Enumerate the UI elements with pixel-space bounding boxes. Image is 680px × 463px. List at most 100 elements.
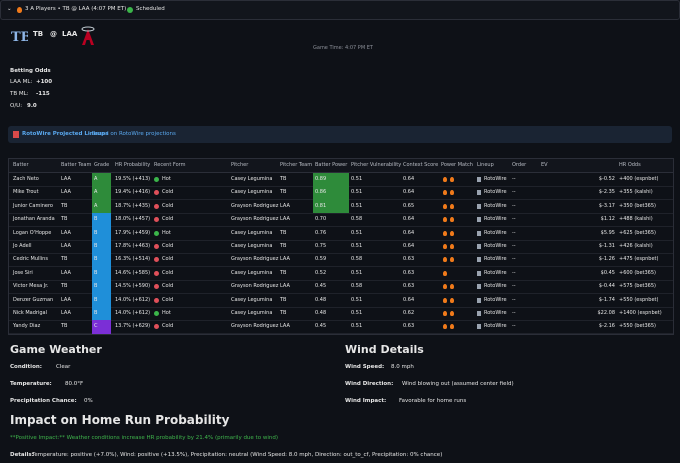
column-header: Context Score — [403, 162, 439, 168]
table-cell: LAA — [280, 216, 290, 223]
column-header: Grade — [94, 162, 110, 168]
grade-bg — [92, 226, 111, 240]
table-cell: -- — [512, 229, 516, 236]
column-header: Lineup — [477, 162, 494, 168]
table-cell: 0.75 — [315, 243, 327, 249]
table-cell: Grayson Rodriguez — [231, 256, 279, 263]
table-cell: Casey Legumina — [231, 243, 273, 249]
grade-bg — [92, 173, 111, 187]
table-cell: Yandy Diaz — [13, 323, 41, 330]
banner-link[interactable]: RotoWire Projected Lineups — [22, 131, 109, 137]
table-cell: Grayson Rodriguez — [231, 283, 279, 290]
home-team: LAA — [62, 30, 78, 38]
table-cell: Cedric Mullins — [13, 256, 48, 263]
table-cell: TB — [61, 256, 68, 263]
power-bg — [313, 199, 349, 214]
table-cell: Casey Legumina — [231, 189, 273, 196]
table-cell: Casey Legumina — [231, 176, 273, 182]
banner-icon — [13, 131, 19, 138]
weather-value: 0% — [84, 398, 93, 404]
weather-label: Precipitation Chance: — [10, 398, 77, 404]
table-cell: A — [94, 189, 98, 196]
table-cell: 0.51 — [351, 323, 363, 330]
form-dot — [154, 297, 159, 303]
row-divider — [9, 293, 673, 295]
wind-label: Wind Speed: — [345, 364, 385, 370]
table-cell: RotoWire — [484, 243, 507, 249]
lineup-icon — [477, 284, 481, 290]
odds-value: -115 — [36, 91, 50, 97]
table-cell: TB — [280, 243, 287, 249]
form-dot — [154, 270, 159, 276]
table-cell: B — [94, 310, 98, 316]
table-cell: 0.48 — [315, 310, 327, 316]
form-dot — [154, 311, 159, 316]
form-dot — [154, 190, 159, 196]
table-cell: A — [94, 202, 98, 209]
power-flame — [443, 244, 447, 249]
table-cell: 19.5% (+413) — [115, 176, 151, 182]
table-cell: -- — [512, 323, 516, 330]
table-cell: -- — [512, 202, 516, 209]
table-cell: 0.63 — [403, 269, 415, 276]
table-cell: Hot — [162, 176, 171, 182]
table-cell: LAA — [61, 176, 71, 182]
table-cell: LAA — [61, 229, 71, 236]
table-cell: B — [94, 296, 98, 303]
table-cell: Nick Madrigal — [13, 310, 47, 316]
table-cell: A — [94, 176, 98, 182]
table-cell: 18.7% (+435) — [115, 202, 151, 209]
lineup-icon — [477, 230, 481, 236]
wind-label: Wind Direction: — [345, 381, 394, 387]
table-cell: -- — [512, 243, 516, 249]
table-cell: TB — [280, 269, 287, 276]
table-cell: 0.48 — [315, 296, 327, 303]
odds-label: LAA ML: — [10, 79, 33, 85]
table-cell: LAA — [61, 296, 71, 303]
row-divider — [9, 252, 673, 254]
form-dot — [154, 324, 159, 330]
table-cell: -- — [512, 283, 516, 290]
row-divider — [9, 266, 673, 268]
table-cell: +350 (bet365) — [619, 202, 656, 209]
table-cell: 19.4% (+416) — [115, 189, 151, 196]
power-flame — [443, 284, 447, 290]
table-cell: 0.45 — [315, 283, 327, 290]
row-divider — [9, 226, 673, 228]
banner: RotoWire Projected Lineups - Based on Ro… — [8, 126, 672, 143]
table-cell: $-1.31 — [598, 243, 615, 249]
row-divider — [9, 306, 673, 308]
table-cell: $-3.17 — [598, 202, 615, 209]
table-cell: $-0.52 — [598, 176, 615, 182]
power-flame — [450, 244, 454, 249]
lineup-table: Batter Batter Team Grade HR Probability Rece… — [8, 158, 674, 335]
table-cell: B — [94, 256, 98, 263]
table-cell: LAA — [61, 269, 71, 276]
laa-logo — [81, 26, 95, 45]
table-cell: Cold — [162, 323, 174, 330]
away-team: TB — [33, 30, 44, 38]
table-cell: LAA — [280, 323, 290, 330]
table-cell: $-0.44 — [598, 283, 615, 290]
table-cell: Jose Siri — [13, 269, 33, 276]
impact-title: Impact on Home Run Probability — [10, 413, 230, 427]
table-cell: 0.81 — [315, 202, 327, 209]
wind-value: Favorable for home runs — [399, 398, 467, 404]
table-cell: +400 (espnbet) — [619, 176, 659, 182]
table-cell: Logan O'Hoppe — [13, 229, 52, 236]
header-bar[interactable]: ⌄ 3 A Players • TB @ LAA (4:07 PM ET) Sc… — [0, 0, 680, 20]
power-flame — [443, 190, 447, 196]
table-cell: RotoWire — [484, 323, 507, 330]
banner-text: - Based on RotoWire projections — [88, 131, 176, 137]
table-cell: 0.86 — [315, 189, 327, 196]
table-cell: TB — [61, 216, 68, 223]
table-cell: 0.52 — [315, 269, 327, 276]
table-cell: 0.64 — [403, 176, 415, 182]
at-sign: @ — [50, 30, 57, 38]
table-cell: Cold — [162, 243, 174, 249]
table-cell: Junior Caminero — [13, 202, 53, 209]
table-cell: LAA — [61, 310, 71, 316]
table-cell: 13.7% (+629) — [115, 323, 151, 330]
table-cell: -- — [512, 256, 516, 263]
grade-bg — [92, 280, 111, 294]
